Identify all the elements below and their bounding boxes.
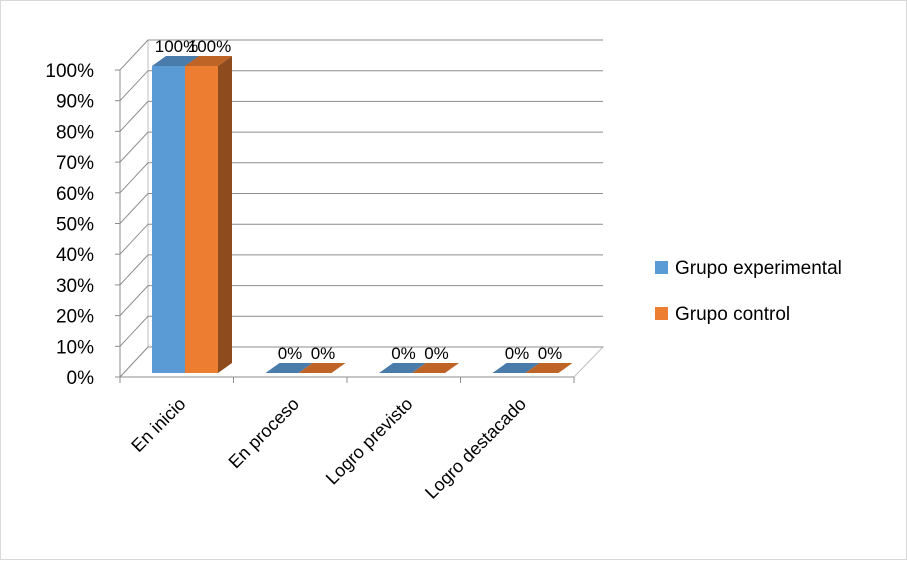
category-label: En proceso [225,394,304,473]
data-label: 0% [424,344,449,363]
y-tick-label: 100% [45,61,94,82]
data-label: 0% [278,344,303,363]
bar-flat [525,363,573,373]
gridline [119,162,603,194]
gridline [119,346,603,378]
y-tick-label: 30% [56,276,94,297]
category-label: Logro destacado [421,394,530,503]
legend-label: Grupo experimental [675,258,842,279]
bar-flat [379,363,426,373]
y-tick-label: 70% [56,153,94,174]
bar-top [152,56,199,66]
gridline [119,223,603,255]
gridline [119,131,603,163]
y-tick-label: 60% [56,184,94,205]
category-label: Logro previsto [322,394,417,489]
data-label: 0% [505,344,530,363]
gridline [119,39,603,71]
gridline [119,285,603,316]
data-label: 0% [391,344,416,363]
bar-front [185,66,218,373]
y-tick-label: 10% [56,337,94,358]
gridline [119,254,603,286]
gridline [119,193,603,224]
bar-flat [265,363,313,373]
bar-top [185,56,232,66]
category-label: En inicio [127,394,189,456]
bar-side [218,56,232,373]
y-tick-label: 20% [56,307,94,328]
y-tick-label: 40% [56,245,94,266]
bar-flat [412,363,459,373]
legend-label: Grupo control [675,304,790,325]
bar-front [152,66,185,373]
gridline [119,70,603,102]
data-label: 100% [188,37,231,56]
bar-flat [298,363,346,373]
y-tick-label: 90% [56,92,94,113]
gridline [119,100,603,132]
legend-swatch [655,307,668,320]
data-label: 100% [155,37,198,56]
data-label: 0% [538,344,563,363]
y-tick-label: 50% [56,215,94,236]
bar-flat [492,363,540,373]
y-tick-label: 0% [67,368,95,389]
data-label: 0% [311,344,336,363]
legend-swatch [655,261,668,274]
y-tick-label: 80% [56,122,94,143]
gridline [119,315,603,347]
